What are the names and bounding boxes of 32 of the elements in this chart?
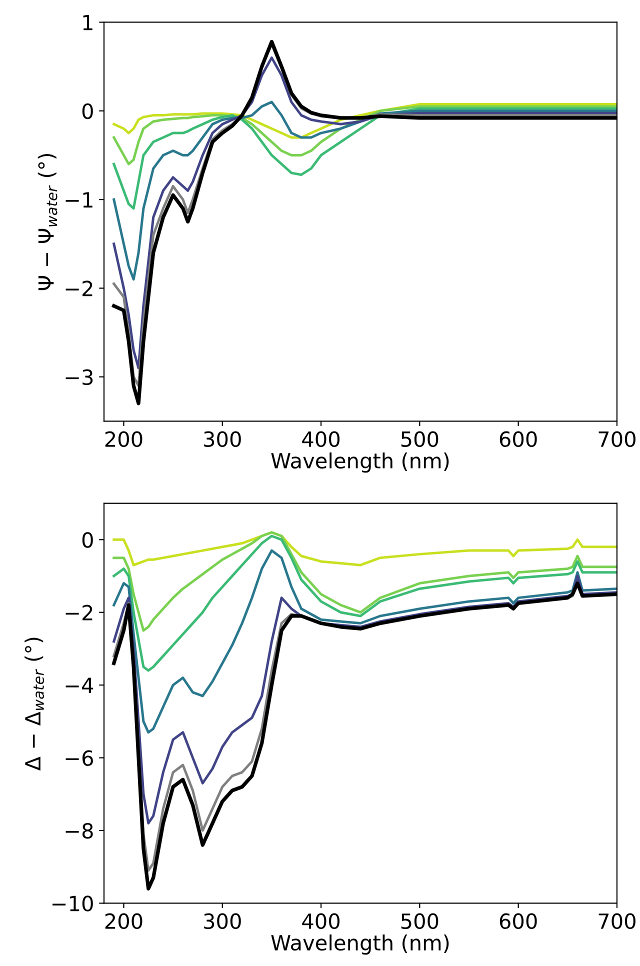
y-tick-label: 0 [82, 532, 93, 548]
line-series [112, 100, 617, 281]
x-tick-label: 500 [401, 431, 438, 448]
line-series [112, 531, 617, 632]
y-tick-label: 0 [82, 103, 93, 120]
line-series [112, 107, 617, 210]
x-tick-label: 300 [204, 913, 241, 930]
x-tick-label: 400 [302, 913, 340, 930]
y-tick-label: −2 [66, 280, 92, 296]
x-tick-label: 600 [500, 431, 537, 448]
y-tick-label: −8 [66, 822, 93, 839]
y-tick-label: −4 [66, 678, 94, 693]
x-tick-label: 700 [598, 431, 636, 448]
y-tick-label: −2 [66, 604, 92, 620]
y-tick-label: −3 [66, 369, 93, 386]
y-axis-title: Δ − Δ$_{water}$ (°) [24, 638, 44, 771]
x-tick-label: 500 [401, 913, 438, 930]
x-axis-title: Wavelength (nm) [271, 934, 449, 955]
y-tick-label: −1 [66, 192, 92, 208]
x-tick-label: 200 [105, 431, 142, 448]
line-series [112, 549, 617, 734]
x-tick-label: 400 [302, 431, 340, 448]
line-series [112, 534, 617, 672]
x-tick-label: 600 [500, 913, 537, 930]
y-tick-label: −6 [66, 750, 93, 766]
x-tick-label: 200 [105, 913, 142, 930]
x-tick-label: 300 [204, 431, 241, 448]
x-tick-label: 700 [598, 913, 636, 930]
y-axis-title: Ψ − Ψ$_{water}$ (°) [38, 154, 58, 290]
y-tick-label: −10 [52, 896, 93, 912]
y-tick-label: 1 [83, 14, 92, 30]
x-axis-title: Wavelength (nm) [271, 452, 449, 473]
